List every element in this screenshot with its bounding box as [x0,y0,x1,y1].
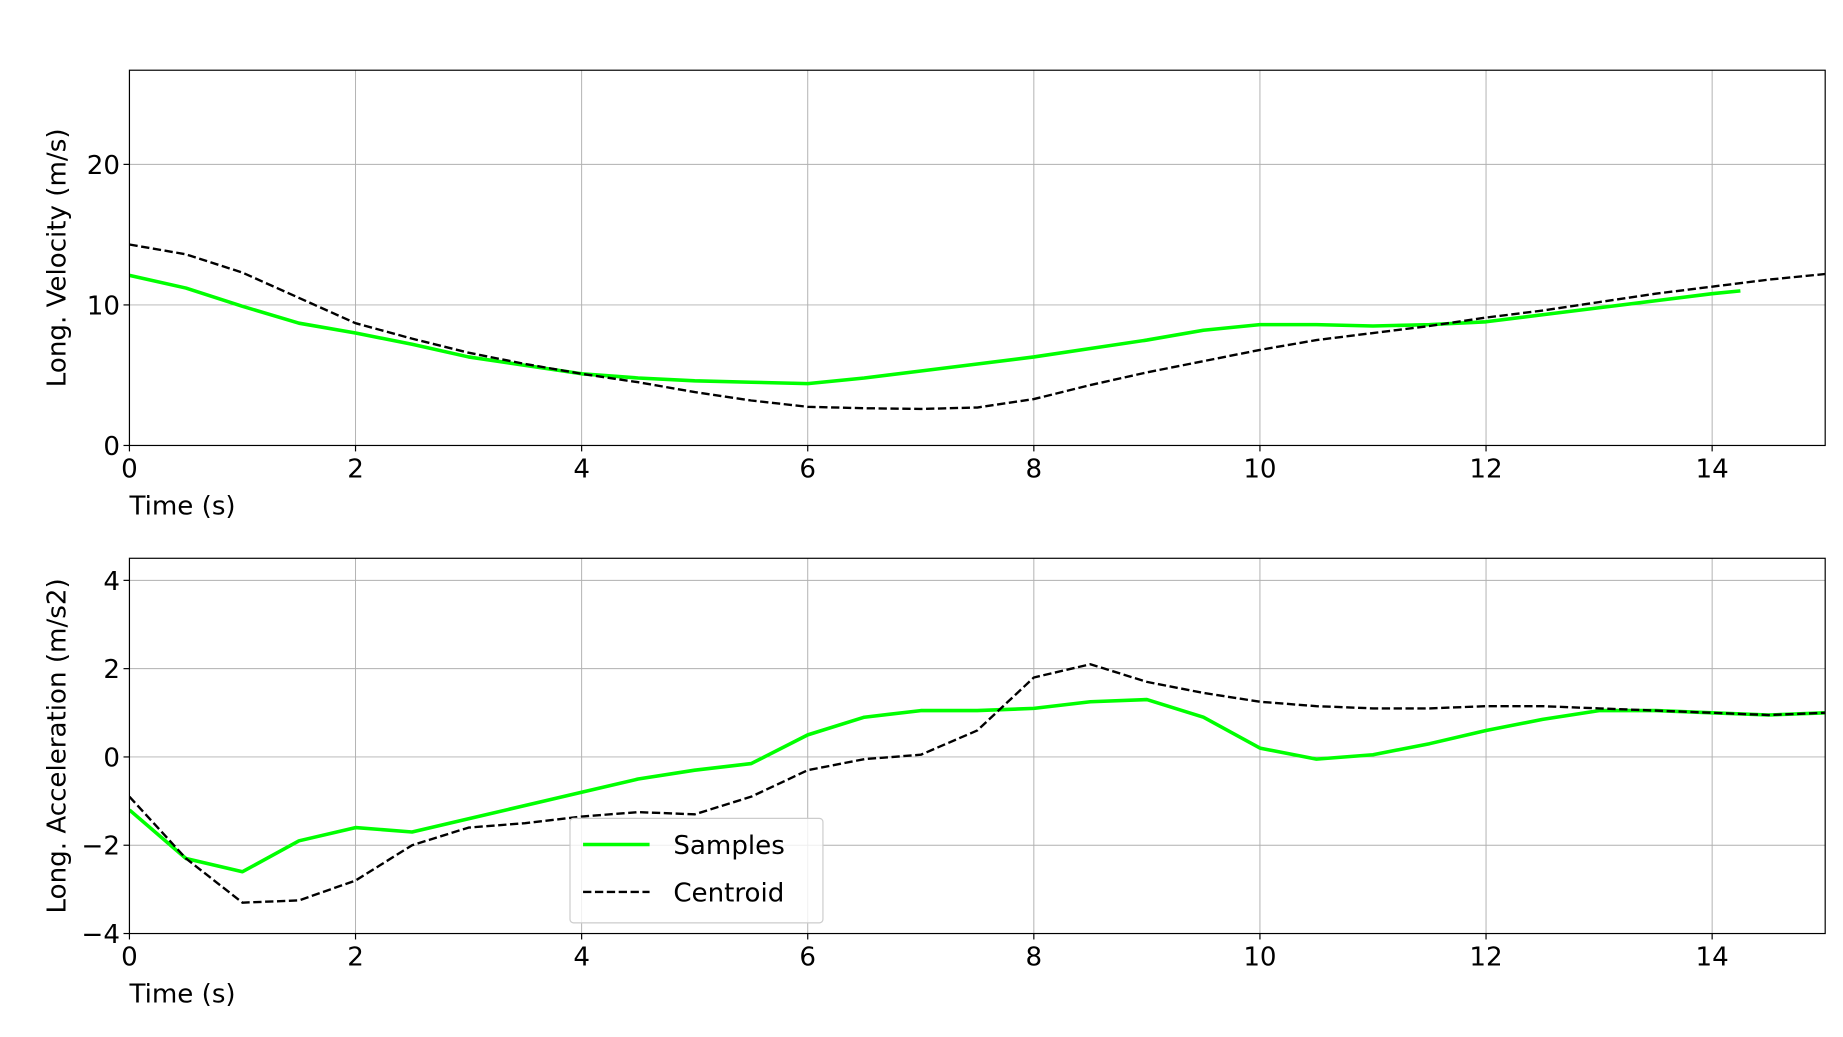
chart: 0 2 4 6 8 10 12 14 −4 −2 0 2 4 Time (s) Long. Accelera… [42,557,1826,1009]
x-tick-label: 2 [347,455,364,485]
x-tick-label: 14 [1696,943,1729,973]
chart: 0 2 4 6 8 10 12 14 0 10 20 Time (s) Long. Velocity (… [42,69,1826,521]
legend-label: Samples [673,831,785,861]
series-line [129,663,1826,904]
y-tick-label: −4 [81,920,120,950]
x-tick-label: 8 [1026,943,1043,973]
legend-label: Centroid [673,878,784,908]
x-tick-label: 0 [121,943,138,973]
x-tick-label: 14 [1696,455,1729,485]
y-axis-label: Long. Acceleration (m/s2) [42,578,72,913]
series-line [129,697,1826,874]
y-tick-label: 2 [103,655,120,685]
y-tick-label: 4 [103,567,120,597]
x-tick-label: 4 [573,943,590,973]
y-tick-label: 0 [103,432,120,462]
y-tick-label: −2 [81,832,120,862]
x-tick-label: 12 [1469,455,1502,485]
x-tick-label: 4 [573,455,590,485]
x-tick-label: 8 [1026,455,1043,485]
x-tick-label: 6 [799,455,816,485]
x-tick-label: 2 [347,943,364,973]
y-axis-label: Long. Velocity (m/s) [42,128,72,387]
x-tick-label: 10 [1243,455,1276,485]
axes-frame [128,557,1826,935]
y-tick-label: 10 [87,291,120,321]
y-tick-label: 0 [103,743,120,773]
x-axis-label: Time (s) [128,491,235,521]
x-tick-label: 10 [1243,943,1276,973]
series-line [129,243,1826,411]
axes-frame [128,69,1826,447]
x-tick-label: 0 [121,455,138,485]
y-tick-label: 20 [87,151,120,181]
x-tick-label: 6 [799,943,816,973]
series-line [129,273,1741,386]
x-axis-label: Time (s) [128,979,235,1009]
x-tick-label: 12 [1469,943,1502,973]
